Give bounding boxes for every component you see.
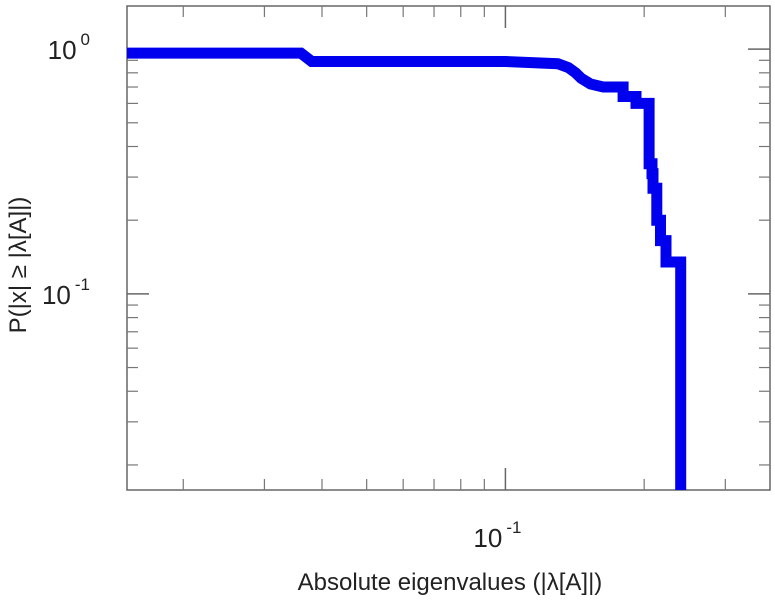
x-axis-label: Absolute eigenvalues (|λ[A]|)	[298, 569, 603, 596]
series-layer	[127, 47, 687, 490]
major-ticks	[127, 6, 770, 490]
plot-frame	[126, 5, 771, 491]
y-tick-label: 10 -1	[42, 275, 90, 310]
y-axis-label: P(|x| ≥ |λ[A]|)	[5, 197, 32, 334]
minor-ticks	[127, 6, 770, 490]
x-tick-label: 10 -1	[473, 518, 521, 553]
tick-labels: 10 -1 10 0 10 -1	[42, 30, 521, 553]
series-line-0	[127, 47, 687, 490]
y-tick-label: 10 0	[48, 30, 90, 65]
